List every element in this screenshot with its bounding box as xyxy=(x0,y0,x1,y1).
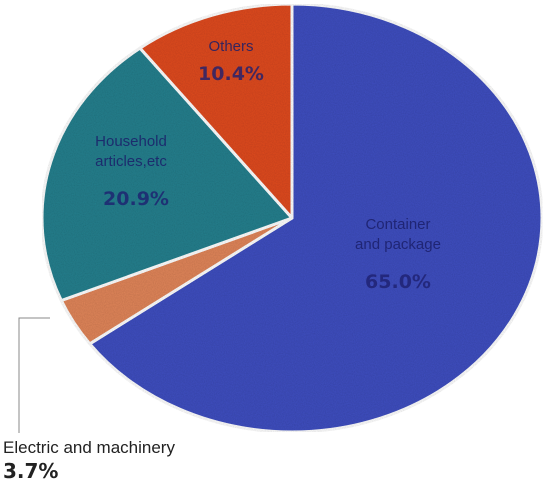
container-label-line-1: Container xyxy=(365,216,430,233)
pie-slice-container-and-package xyxy=(88,2,544,434)
electric-leader-line xyxy=(18,317,50,433)
electric-label: Electric and machinery xyxy=(3,438,175,457)
container-percent: 65.0% xyxy=(365,271,431,293)
others-label: Others xyxy=(208,38,253,55)
pie-slices xyxy=(40,2,544,434)
household-label-line-2: articles,etc xyxy=(95,153,167,170)
electric-percent: 3.7% xyxy=(3,459,59,483)
others-percent: 10.4% xyxy=(198,63,264,85)
slice-labels: Container and package 65.0% Household ar… xyxy=(95,38,441,293)
household-percent: 20.9% xyxy=(103,188,169,210)
pie-slice-others xyxy=(138,2,294,220)
household-label-line-1: Household xyxy=(95,133,167,150)
pie-slice-household-articles-etc xyxy=(40,46,294,303)
container-label-line-2: and package xyxy=(355,236,441,253)
